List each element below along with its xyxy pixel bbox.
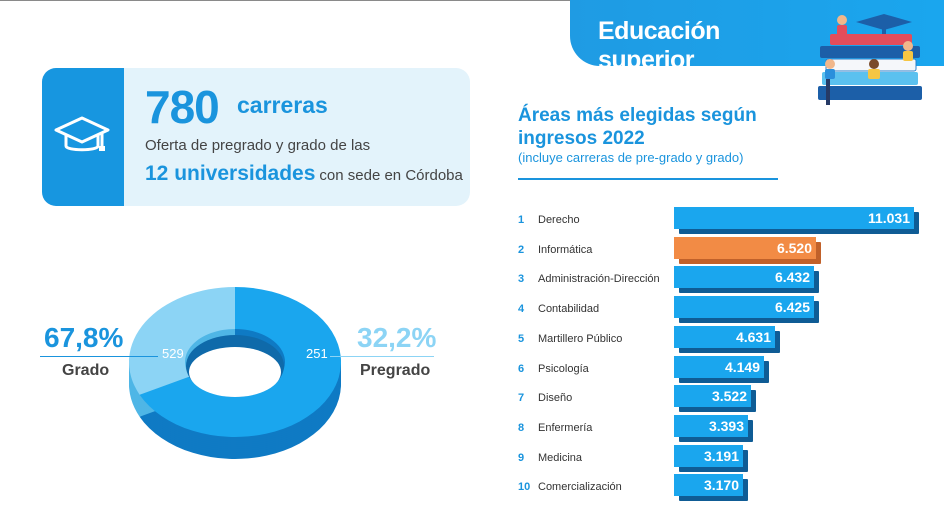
bar-category-label: Comercialización [538,481,622,494]
bar-category-label: Derecho [538,214,580,226]
grado-label: Grado [62,362,110,379]
bar: 3.191 [674,444,743,467]
bar-category-label: Martillero Público [538,332,623,345]
careers-label: carreras [237,92,328,118]
bar-rank: 3 [518,273,525,286]
careers-count: 780 [145,81,220,133]
top-divider [0,0,944,1]
grado-underline [40,356,158,357]
pregrado-percent: 32,2% [357,322,437,353]
bar-chart-title-rule [518,178,778,180]
bar-rank: 4 [518,303,525,316]
donut-value-pregrado: 251 [306,346,328,361]
bar: 3.393 [674,414,748,437]
bar-row: 9 Medicina 3.191 [0,444,944,472]
bar-row: 8 Enfermería 3.393 [0,414,944,442]
bar-category-label: Enfermería [538,421,593,434]
universities-location: con sede en Córdoba [319,167,463,184]
bar-rank: 2 [518,243,525,256]
summary-description: Oferta de pregrado y grado de las [145,137,371,154]
donut-value-grado: 529 [162,346,184,361]
bar-rank: 9 [518,451,525,464]
bar-rank: 7 [518,392,525,405]
summary-universities: 12 universidades con sede en Córdoba [145,162,463,186]
bar: 3.522 [674,385,751,408]
bar: 6.425 [674,296,814,319]
bar-chart-subtitle: (incluye carreras de pre-grado y grado) [518,150,744,165]
donut-chart-slices [129,287,341,437]
bar: 6.520 [674,236,816,259]
bar-category-label: Medicina [538,451,583,464]
bar-row: 7 Diseño 3.522 [0,385,944,413]
bar: 3.170 [674,474,743,497]
summary-icon-box [42,68,124,206]
summary-card: 780 carreras Oferta de pregrado y grado … [42,68,470,206]
bar-row: 1 Derecho 11.031 [0,207,944,234]
donut-hole [189,347,281,397]
bar-row: 2 Informática 6.520 [0,236,944,264]
donut-slice-grado [139,287,341,437]
bar-rank: 5 [518,332,525,345]
grado-percent: 67,8% [44,322,124,353]
bar-category-label: Contabilidad [538,303,600,316]
bar-chart-title: Áreas más elegidas según ingresos 2022 [518,105,757,149]
bar-row: 6 Psicología 4.149 [0,355,944,383]
pregrado-underline [330,356,434,357]
bar-row: 10 Comercialización 3.170 [0,474,944,502]
bar-row: 3 Administración-Dirección 6.432 [0,266,944,294]
donut-slice-pregrado [129,287,235,395]
bar-rank: 1 [518,214,525,226]
universities-count: 12 universidades [145,162,316,185]
bar: 11.031 [674,207,914,229]
books-students-illustration [818,14,922,105]
graduation-cap-icon [54,116,110,152]
bar-category-label: Informática [538,243,593,256]
bar: 4.631 [674,325,775,348]
page-title: Educación superior [598,17,720,74]
bar-category-label: Psicología [538,362,589,375]
bar-rank: 6 [518,362,525,375]
bar-category-label: Diseño [538,392,573,405]
bar-rank: 8 [518,421,525,434]
bar-row: 4 Contabilidad 6.425 [0,296,944,324]
bar-row: 5 Martillero Público 4.631 [0,325,944,353]
bar-category-label: Administración-Dirección [538,273,660,286]
bar-rank: 10 [518,481,531,494]
bar: 4.149 [674,355,764,378]
bar: 6.432 [674,266,814,289]
pregrado-label: Pregrado [360,362,431,379]
donut-chart: 529 251 [128,287,341,459]
